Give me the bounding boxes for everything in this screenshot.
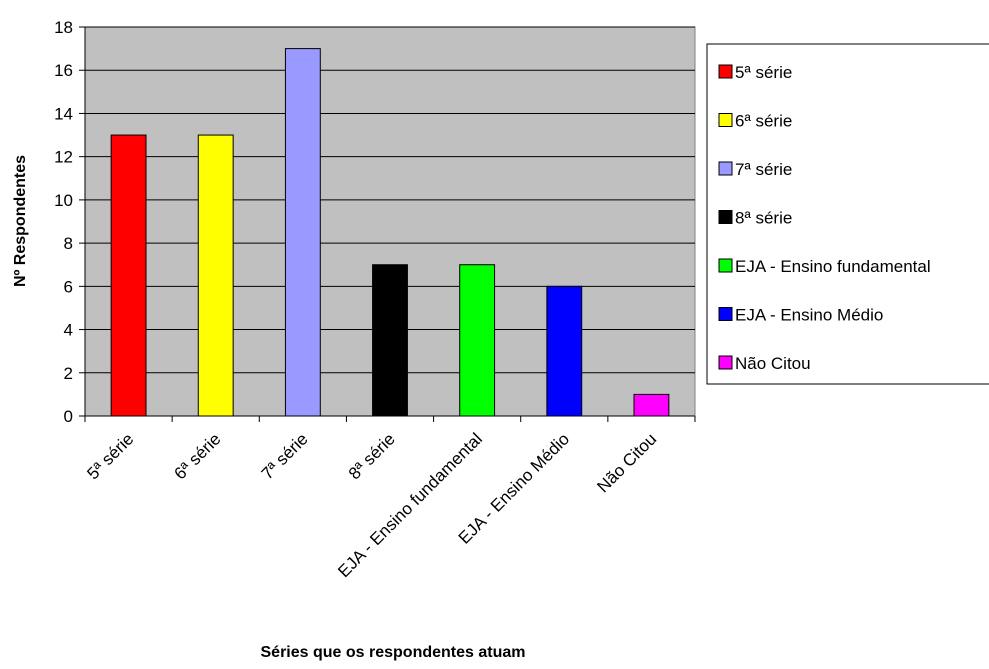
bar (459, 264, 496, 417)
bar (546, 285, 583, 417)
bar (110, 134, 147, 417)
y-tick-label: 2 (64, 364, 73, 383)
legend-swatch (718, 258, 733, 273)
bar (372, 264, 408, 417)
legend-swatch (718, 307, 733, 321)
gridlines (85, 26, 695, 374)
y-axis-title: Nº Respondentes (12, 155, 29, 287)
y-tick-label: 14 (54, 104, 73, 123)
bar (197, 134, 234, 417)
legend-label: 8ª série (735, 209, 792, 228)
x-axis-title: Séries que os respondentes atuam (261, 644, 526, 661)
legend: 5ª série 6ª série 7ª série 8ª série EJA - En… (706, 43, 989, 385)
legend-swatch (718, 113, 733, 127)
x-tick-label: 7ª série (258, 429, 312, 483)
legend-swatch (718, 64, 733, 79)
y-tick-label: 10 (54, 191, 73, 210)
legend-label: 6ª série (735, 112, 792, 131)
x-tick-label: Não Citou (593, 429, 660, 496)
y-tick-label: 16 (54, 61, 73, 80)
legend-box (706, 43, 989, 385)
legend-label: 5ª série (735, 63, 792, 82)
bars (110, 48, 670, 417)
legend-label: EJA - Ensino fundamental (735, 257, 931, 276)
y-tick-label: 4 (64, 321, 73, 340)
axes (79, 26, 696, 422)
y-tick-label: 12 (54, 148, 73, 167)
bar (633, 393, 670, 417)
legend-label: 7ª série (735, 160, 792, 179)
legend-swatch (718, 355, 733, 370)
y-tick-label: 0 (64, 407, 73, 426)
legend-label: Não Citou (735, 354, 811, 373)
legend-swatch (718, 161, 733, 176)
x-tick-label: 6ª série (171, 429, 225, 483)
y-tick-labels: 0 2 4 6 8 10 12 14 16 18 (54, 18, 73, 426)
y-tick-label: 8 (64, 234, 73, 253)
bar (284, 48, 321, 417)
y-tick-label: 18 (54, 18, 73, 37)
x-tick-label: EJA - Ensino fundamental (334, 429, 486, 581)
x-tick-label: 5ª série (83, 429, 137, 483)
x-tick-label: 8ª série (345, 429, 399, 483)
y-tick-label: 6 (64, 277, 73, 296)
legend-label: EJA - Ensino Médio (735, 306, 883, 325)
legend-swatch (718, 210, 733, 224)
